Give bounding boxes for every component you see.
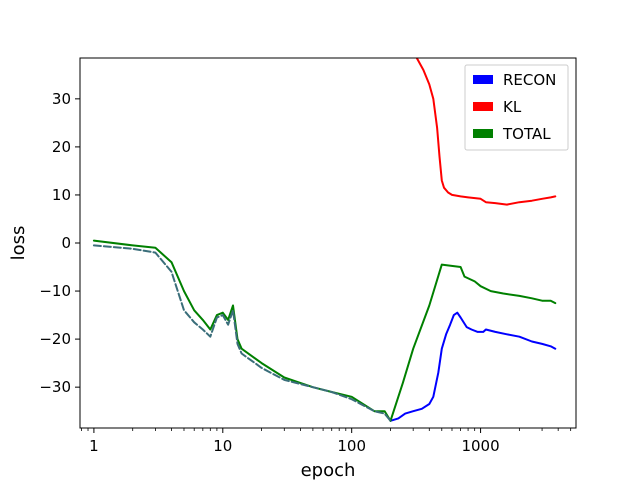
x-tick-label: 10: [213, 437, 232, 455]
y-tick-label: 30: [52, 90, 71, 108]
y-axis-label: loss: [8, 226, 29, 261]
legend-label-recon: RECON: [503, 71, 556, 89]
legend-swatch-total: [473, 129, 493, 138]
y-tick-label: 10: [52, 186, 71, 204]
total-line: [92, 239, 557, 422]
x-axis-label: epoch: [301, 460, 356, 480]
legend-swatch-recon: [473, 75, 493, 84]
legend: RECON KL TOTAL: [464, 64, 569, 151]
legend-label-kl: KL: [503, 98, 522, 116]
legend-label-total: TOTAL: [502, 125, 551, 143]
legend-box: [464, 64, 569, 151]
y-tick-label: −10: [39, 282, 71, 300]
x-tick-label: 1: [89, 437, 99, 455]
y-tick-label: −20: [39, 330, 71, 348]
x-tick-label: 1000: [461, 437, 499, 455]
dashed-reference-line: [92, 244, 392, 422]
y-tick-label: 20: [52, 138, 71, 156]
y-tick-label: 0: [61, 234, 71, 252]
legend-swatch-kl: [473, 102, 493, 111]
y-tick-label: −30: [39, 378, 71, 396]
x-axis: 1 10 100 1000: [81, 428, 572, 455]
x-tick-label: 100: [337, 437, 366, 455]
recon-line: [389, 311, 557, 422]
kl-line: [415, 58, 557, 206]
y-axis: −30 −20 −10 0 10 20 30: [39, 90, 80, 396]
plot-area: [92, 58, 557, 422]
